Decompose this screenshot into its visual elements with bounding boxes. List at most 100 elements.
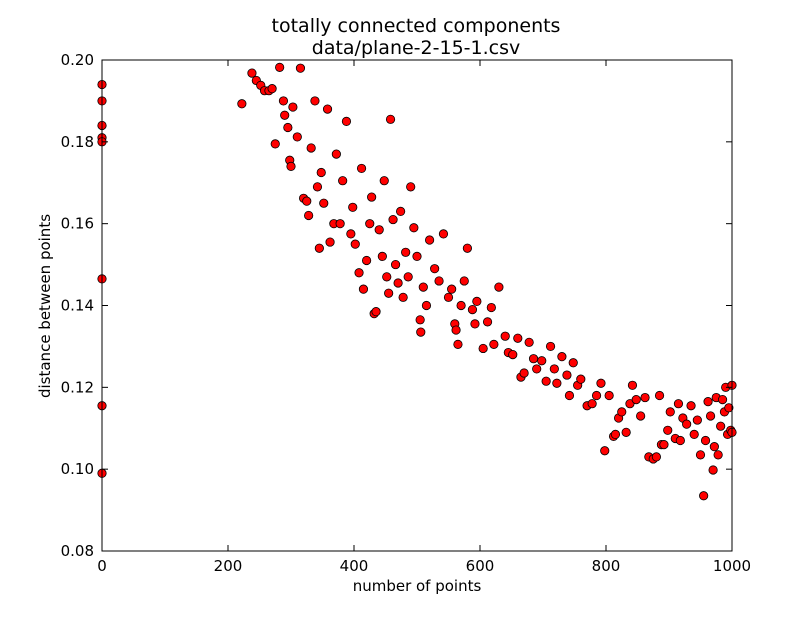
data-point	[341, 116, 352, 126]
data-point	[393, 278, 403, 288]
data-point	[275, 62, 285, 72]
data-point	[532, 364, 542, 374]
data-point	[508, 349, 518, 360]
data-point	[398, 292, 408, 302]
data-point	[682, 419, 692, 429]
y-tick-label: 0.14	[61, 297, 94, 315]
x-tick-label: 600	[466, 557, 495, 575]
data-point	[237, 99, 247, 109]
data-point	[443, 292, 454, 302]
data-point	[377, 251, 387, 261]
data-point	[312, 182, 323, 192]
data-point	[453, 339, 463, 349]
data-point	[280, 110, 290, 120]
data-point	[350, 239, 360, 249]
data-point	[596, 378, 606, 388]
data-point	[385, 114, 396, 124]
data-point	[513, 333, 523, 343]
data-point	[286, 161, 296, 171]
data-point	[302, 196, 312, 206]
data-point	[331, 149, 341, 159]
x-tick-label: 1000	[713, 557, 751, 575]
data-point	[292, 132, 302, 142]
data-points	[97, 62, 737, 501]
data-point	[434, 276, 444, 286]
x-tick-label: 0	[97, 557, 107, 575]
data-point	[421, 300, 432, 311]
data-point	[545, 341, 556, 352]
data-point	[335, 219, 345, 229]
chart-subtitle: data/plane-2-15-1.csv	[312, 37, 520, 59]
data-point	[631, 395, 641, 405]
x-axis-ticks: 0 200 400 600 800 1000	[97, 60, 751, 575]
data-point	[267, 84, 277, 94]
data-point	[689, 429, 699, 439]
data-point	[519, 368, 529, 378]
data-point	[358, 284, 369, 294]
data-point	[430, 264, 440, 274]
data-point	[247, 68, 257, 78]
data-point	[621, 427, 631, 437]
x-tick-label: 800	[592, 557, 621, 575]
data-point	[451, 325, 461, 335]
y-axis-label: distance between points	[36, 214, 54, 398]
data-point	[418, 282, 428, 292]
data-point	[617, 407, 627, 417]
data-point	[568, 358, 578, 368]
data-point	[459, 276, 469, 286]
data-point	[354, 268, 364, 278]
data-point	[659, 440, 669, 450]
data-point	[524, 337, 534, 347]
data-point	[724, 403, 734, 413]
data-point	[416, 327, 426, 337]
data-point	[361, 255, 372, 266]
data-point	[384, 288, 394, 298]
data-point	[703, 397, 713, 407]
data-point	[316, 167, 326, 178]
data-point	[708, 465, 718, 475]
data-point	[283, 122, 293, 133]
data-point	[686, 401, 696, 411]
data-point	[371, 307, 381, 317]
data-point	[462, 243, 472, 253]
data-point	[665, 407, 675, 417]
data-point	[700, 435, 711, 446]
data-point	[310, 96, 320, 106]
data-point	[396, 206, 406, 216]
data-point	[388, 214, 398, 225]
data-point	[447, 284, 457, 294]
data-point	[409, 223, 419, 233]
data-point	[478, 343, 488, 354]
x-tick-label: 200	[214, 557, 243, 575]
data-point	[651, 452, 662, 462]
data-point	[552, 378, 562, 388]
data-point	[716, 421, 726, 431]
y-axis-ticks: 0.08 0.10 0.12 0.14 0.16 0.18 0.20	[61, 51, 732, 560]
data-point	[486, 302, 496, 313]
x-tick-label: 400	[340, 557, 369, 575]
data-point	[467, 304, 478, 315]
data-point	[709, 442, 719, 452]
data-point	[636, 411, 646, 421]
data-point	[346, 229, 356, 239]
data-point	[401, 247, 411, 257]
data-point	[699, 491, 709, 501]
data-point	[705, 411, 716, 421]
y-tick-label: 0.18	[61, 133, 94, 151]
data-point	[576, 374, 586, 384]
data-point	[654, 390, 665, 401]
data-point	[314, 243, 324, 253]
data-point	[424, 235, 435, 245]
data-point	[379, 176, 389, 186]
data-point	[692, 415, 702, 425]
data-point	[412, 251, 422, 261]
data-point	[470, 319, 480, 329]
data-point	[549, 364, 559, 374]
data-point	[562, 370, 572, 380]
data-point	[489, 339, 499, 349]
data-point	[390, 259, 401, 270]
data-point	[325, 237, 335, 247]
data-point	[338, 176, 348, 186]
